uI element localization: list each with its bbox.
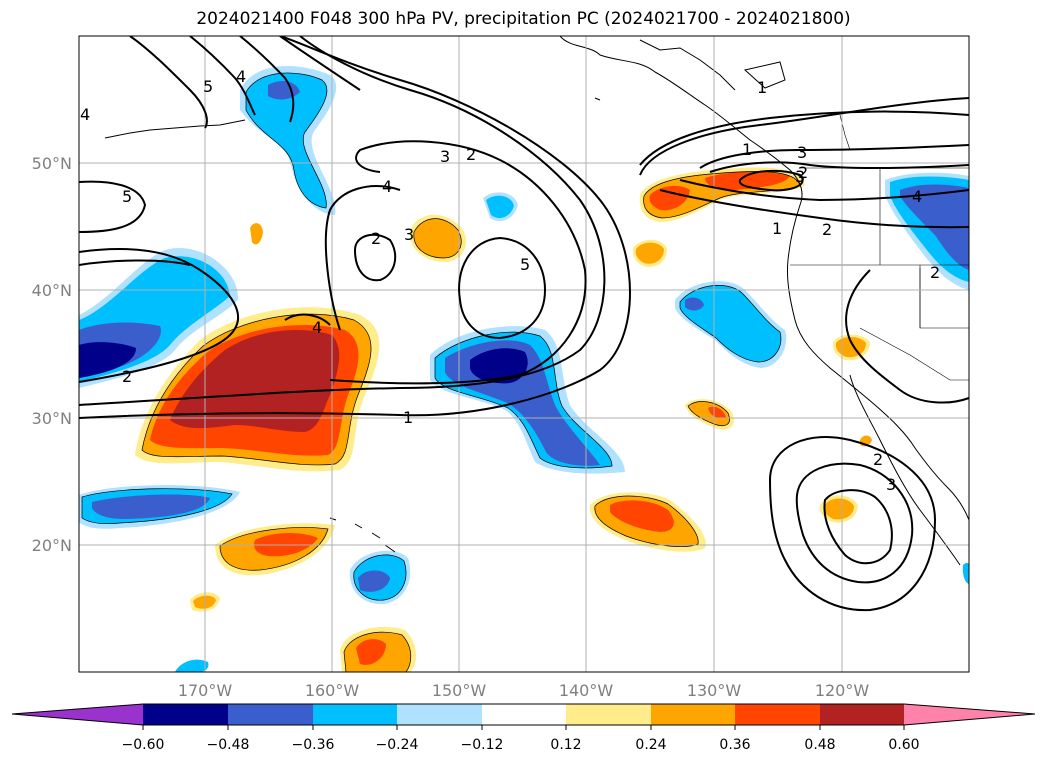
contour-labels: 5 4 4 5 3 2 4 3 2 5 4 1 2 1 3 1 2 3 2 3 … xyxy=(80,67,940,494)
contour-label: 1 xyxy=(403,408,413,427)
colorbar-tick-label: −0.12 xyxy=(461,737,504,753)
contour-label: 4 xyxy=(80,105,90,124)
contour-label: 4 xyxy=(912,187,922,206)
lat-label-50n: 50°N xyxy=(32,154,72,173)
contour-label: 2 xyxy=(371,229,381,248)
gridlines xyxy=(79,36,969,672)
positive-region-midlat xyxy=(250,214,872,523)
latitude-labels: 50°N 40°N 30°N 20°N xyxy=(32,154,72,555)
contour-label: 2 xyxy=(122,367,132,386)
positive-region-northeast xyxy=(639,167,805,222)
lon-label-130w: 130°W xyxy=(687,681,742,700)
positive-region-south-center xyxy=(340,626,417,672)
coastlines xyxy=(104,36,969,566)
colorbar-bin xyxy=(566,704,651,725)
contour-label: 3 xyxy=(886,475,896,494)
lat-label-30n: 30°N xyxy=(32,409,72,428)
negative-region-west-edge xyxy=(79,248,239,388)
contour-label: 1 xyxy=(772,219,782,238)
colorbar-tick-label: −0.36 xyxy=(292,737,335,753)
positive-region-main xyxy=(135,307,380,472)
lon-label-140w: 140°W xyxy=(559,681,614,700)
colorbar-ticks xyxy=(142,725,905,730)
colorbar-bin xyxy=(820,704,904,725)
contour-label: 3 xyxy=(440,147,450,166)
pv-contours xyxy=(79,36,969,612)
contour-label: 2 xyxy=(798,163,808,182)
contour-label: 1 xyxy=(757,78,767,97)
negative-region-offshore xyxy=(483,192,787,368)
contour-label: 2 xyxy=(466,145,476,164)
colorbar-bin xyxy=(651,704,735,725)
colorbar-tick-label: 0.12 xyxy=(550,737,581,753)
contour-label: 3 xyxy=(797,143,807,162)
contour-label: 1 xyxy=(742,140,752,159)
colorbar: −0.60 −0.48 −0.36 −0.24 −0.12 0.12 0.24 … xyxy=(11,703,1036,753)
contour-label: 2 xyxy=(930,263,940,282)
colorbar-tick-label: 0.24 xyxy=(635,737,666,753)
contour-label: 3 xyxy=(795,167,805,186)
negative-region-ne-pacific xyxy=(240,65,337,215)
colorbar-bin xyxy=(313,704,397,725)
chart-title: 2024021400 F048 300 hPa PV, precipitatio… xyxy=(196,9,851,29)
negative-region-west-low xyxy=(79,485,240,529)
contour-label: 3 xyxy=(404,225,414,244)
contour-label: 5 xyxy=(203,77,213,96)
colorbar-bin xyxy=(228,704,313,725)
contour-label: 5 xyxy=(122,187,132,206)
colorbar-tick-label: −0.24 xyxy=(376,737,419,753)
contour-label: 2 xyxy=(822,220,832,239)
contour-label: 4 xyxy=(382,177,392,196)
contour-label: 4 xyxy=(236,67,246,86)
colorbar-bin xyxy=(482,704,566,725)
negative-region-south xyxy=(175,550,411,672)
contour-label: 5 xyxy=(520,255,530,274)
lat-label-20n: 20°N xyxy=(32,536,72,555)
colorbar-extend-low xyxy=(12,704,143,725)
colorbar-tick-label: 0.36 xyxy=(719,737,750,753)
colorbar-tick-label: −0.48 xyxy=(207,737,250,753)
colorbar-extend-high xyxy=(904,704,1035,725)
map-frame xyxy=(78,35,970,673)
colorbar-bin xyxy=(397,704,482,725)
colorbar-tick-label: 0.60 xyxy=(888,737,919,753)
lon-label-170w: 170°W xyxy=(178,681,233,700)
positive-region-subtropics xyxy=(589,492,706,552)
lon-label-150w: 150°W xyxy=(432,681,487,700)
colorbar-bin xyxy=(735,704,820,725)
contour-label: 4 xyxy=(312,318,322,337)
colorbar-tick-label: 0.48 xyxy=(804,737,835,753)
contour-label: 2 xyxy=(873,450,883,469)
longitude-labels: 170°W 160°W 150°W 140°W 130°W 120°W xyxy=(178,681,870,700)
lon-label-160w: 160°W xyxy=(305,681,360,700)
lon-label-120w: 120°W xyxy=(815,681,870,700)
colorbar-tick-label: −0.60 xyxy=(122,737,165,753)
colorbar-bin xyxy=(143,704,228,725)
lat-label-40n: 40°N xyxy=(32,281,72,300)
